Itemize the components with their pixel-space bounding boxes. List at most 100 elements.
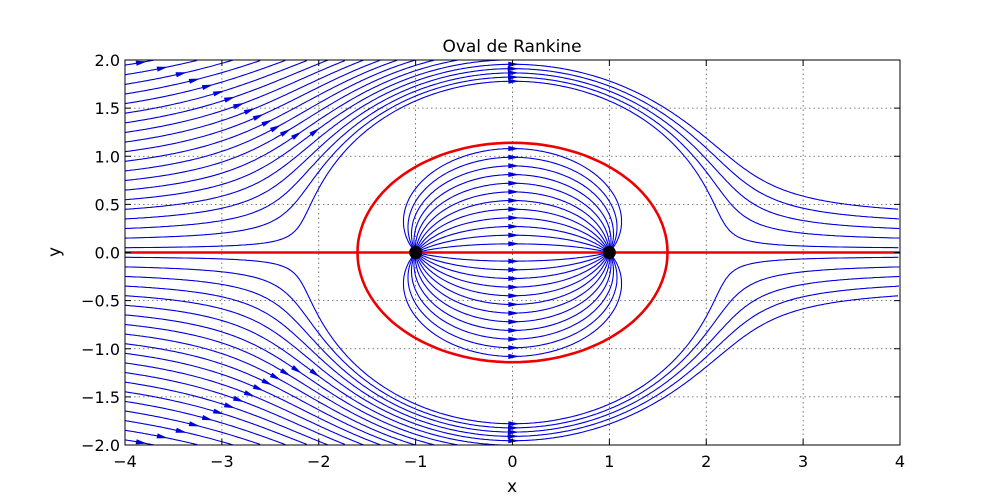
streamline-arrow	[508, 293, 520, 299]
streamline	[124, 295, 899, 442]
streamline-arrow	[135, 60, 148, 66]
streamline-arrow	[508, 421, 520, 427]
y-tick-label: 1.5	[95, 99, 120, 118]
streamline-arrow	[507, 433, 519, 439]
streamline-arrow	[508, 215, 520, 221]
streamline-arrow	[269, 372, 281, 381]
x-tick-label: 4	[895, 452, 905, 471]
streamline-arrow	[508, 172, 520, 177]
streamline-arrow	[508, 284, 520, 290]
rankine-oval	[125, 141, 900, 364]
streamline	[124, 63, 899, 210]
y-tick-label: 0.0	[95, 244, 120, 263]
streamline-arrow	[188, 421, 201, 427]
x-tick-label: −1	[404, 452, 428, 471]
streamline-arrow	[175, 427, 187, 433]
streamline	[124, 60, 307, 114]
y-tick-label: −0.5	[81, 292, 120, 311]
y-tick-label: 2.0	[95, 51, 120, 70]
streamline-arrow	[508, 154, 520, 160]
streamline	[124, 391, 307, 445]
streamline-arrow	[508, 302, 520, 307]
y-tick-label: 0.5	[95, 195, 120, 214]
streamline-arrow	[508, 232, 520, 238]
y-tick-label: −1.0	[81, 340, 120, 359]
streamline-arrow	[508, 198, 520, 203]
x-tick-label: 1	[604, 452, 614, 471]
x-tick-label: 3	[798, 452, 808, 471]
streamline-arrow	[291, 365, 302, 374]
streamline-arrow	[223, 402, 236, 409]
y-tick-label: −2.0	[81, 436, 120, 455]
streamline-arrow	[135, 439, 148, 445]
streamline-arrow	[156, 66, 169, 72]
streamline-arrow	[233, 103, 245, 110]
streamline-arrow	[223, 96, 236, 103]
chart-title: Oval de Rankine	[442, 37, 581, 57]
streamline	[124, 352, 381, 446]
streamline-arrow	[201, 84, 214, 90]
y-tick-label: −1.5	[81, 388, 120, 407]
streamline-arrow	[291, 131, 302, 140]
x-tick-label: −3	[210, 452, 234, 471]
source-marker	[409, 246, 423, 259]
streamline-arrow	[252, 114, 264, 121]
streamline-arrow	[243, 390, 256, 397]
y-axis-label: y	[45, 247, 65, 257]
streamline-arrow	[261, 119, 273, 127]
streamline-arrow	[508, 438, 520, 444]
streamline	[124, 323, 434, 446]
streamline-arrow	[508, 328, 520, 333]
streamline-arrow	[508, 241, 520, 247]
streamlines	[124, 59, 900, 446]
streamline-arrow	[508, 276, 520, 281]
x-tick-label: 2	[701, 452, 711, 471]
streamline-arrow	[233, 395, 245, 402]
streamline	[124, 60, 261, 95]
y-tick-label: 1.0	[95, 147, 120, 166]
streamline-arrow	[508, 180, 520, 186]
streamline-arrow	[508, 78, 520, 84]
streamline-arrow	[508, 345, 520, 351]
streamline-arrow	[243, 108, 256, 115]
streamline-arrow	[279, 128, 291, 137]
streamline-arrow	[156, 433, 169, 439]
streamline-arrow	[507, 66, 519, 72]
sink-marker	[602, 246, 616, 259]
axis-ticks: −4 −3 −2 −1 0 1 2 3 4 −2.0 −1.5 −1.0 −0.5 0.0 0.5 1.0 1.…	[81, 51, 905, 471]
streamline-arrow	[508, 189, 520, 195]
streamline-arrow	[508, 336, 520, 342]
streamline	[124, 400, 286, 446]
streamline	[124, 59, 434, 182]
streamline-arrow	[508, 319, 520, 325]
streamline-arrow	[508, 61, 520, 67]
streamline-arrow	[269, 124, 281, 133]
streamline-arrow	[309, 127, 320, 137]
x-tick-label: −4	[113, 452, 137, 471]
streamline-arrow	[508, 224, 520, 229]
x-tick-label: 0	[507, 452, 517, 471]
streamline-arrow	[508, 267, 520, 273]
x-tick-label: −2	[307, 452, 331, 471]
streamline-arrow	[507, 70, 520, 76]
streamline-arrow	[309, 368, 320, 378]
streamline	[124, 410, 261, 445]
x-axis-label: x	[507, 477, 517, 497]
streamline	[124, 362, 364, 446]
streamline	[124, 59, 364, 143]
streamline-arrow	[252, 384, 264, 391]
streamline-arrow	[508, 310, 520, 316]
streamline-arrow	[261, 378, 273, 386]
streamline-arrow	[175, 72, 187, 78]
streamline-arrow	[212, 90, 225, 97]
streamline-arrow	[279, 368, 291, 377]
source-sink-markers	[409, 246, 616, 259]
streamline-arrow	[508, 74, 520, 80]
streamline-arrow	[508, 258, 520, 264]
streamline-arrow	[201, 415, 214, 421]
streamline-arrow	[508, 146, 520, 152]
streamline-arrow	[508, 163, 520, 169]
streamline-arrow	[507, 429, 520, 435]
streamline	[124, 59, 286, 105]
